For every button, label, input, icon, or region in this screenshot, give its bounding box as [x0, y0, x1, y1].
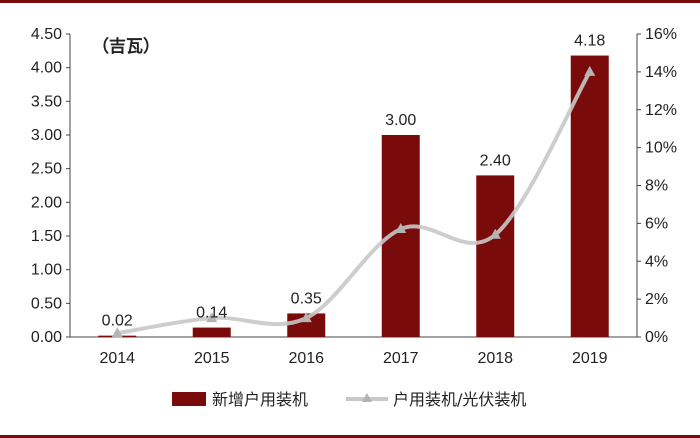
legend: 新增户用装机 户用装机/光伏装机 — [172, 390, 526, 409]
bar — [287, 313, 326, 337]
line-point-marker — [395, 223, 407, 234]
legend-marker-line — [362, 393, 372, 402]
data-labels: 0.02 0.14 0.35 3.00 2.40 4.18 — [102, 33, 606, 330]
y-right-tick-label: 10% — [645, 140, 677, 157]
x-tick-label: 2017 — [383, 350, 419, 367]
line-point-marker — [584, 65, 596, 76]
y-left-tick-label: 2.50 — [31, 161, 62, 178]
y-right-tick-label: 8% — [645, 178, 668, 195]
y-right-tick-label: 6% — [645, 215, 668, 232]
line-point-marker — [489, 228, 501, 239]
bar — [476, 175, 515, 337]
unit-label: （吉瓦） — [92, 36, 160, 57]
y-left-tick-label: 2.00 — [31, 194, 62, 211]
x-tick-label: 2016 — [288, 350, 324, 367]
bar — [192, 327, 231, 337]
y-left-tick-label: 1.50 — [31, 228, 62, 245]
axes: 0.00 0.50 1.00 1.50 2.00 2.50 3.00 3.50 4.00 4.50… — [31, 26, 677, 367]
y-right-tick-label: 4% — [645, 253, 668, 270]
y-right-tick-label: 16% — [645, 26, 677, 43]
x-tick-label: 2019 — [572, 350, 608, 367]
y-left-tick-label: 4.00 — [31, 60, 62, 77]
bar — [570, 55, 609, 338]
y-left-tick-label: 3.00 — [31, 127, 62, 144]
line-point-marker — [206, 312, 218, 323]
bar-series — [98, 55, 609, 338]
y-left-tick-label: 0.00 — [31, 329, 62, 346]
y-right-tick-label: 14% — [645, 64, 677, 81]
x-tick-label: 2014 — [99, 350, 135, 367]
y-left-tick-label: 1.00 — [31, 262, 62, 279]
bar-value-label: 0.35 — [291, 290, 322, 307]
y-left-tick-label: 0.50 — [31, 295, 62, 312]
bar-value-label: 4.18 — [574, 33, 605, 50]
legend-label-bar: 新增户用装机 — [212, 390, 308, 409]
y-right-tick-label: 0% — [645, 329, 668, 346]
y-right-tick-label: 12% — [645, 102, 677, 119]
bar-value-label: 2.40 — [480, 152, 511, 169]
bar-value-label: 3.00 — [385, 112, 416, 129]
line-series — [111, 65, 596, 338]
line-point-marker — [300, 312, 312, 323]
legend-swatch-bar — [172, 392, 206, 406]
bar-value-label: 0.14 — [196, 305, 227, 322]
y-left-tick-label: 4.50 — [31, 26, 62, 43]
legend-label-line: 户用装机/光伏装机 — [393, 390, 526, 409]
x-tick-label: 2015 — [194, 350, 230, 367]
line-path — [115, 69, 592, 336]
x-tick-label: 2018 — [477, 350, 513, 367]
y-left-tick-label: 3.50 — [31, 93, 62, 110]
bar-value-label: 0.02 — [102, 313, 133, 330]
line-point-marker — [111, 327, 123, 338]
y-right-tick-label: 2% — [645, 291, 668, 308]
